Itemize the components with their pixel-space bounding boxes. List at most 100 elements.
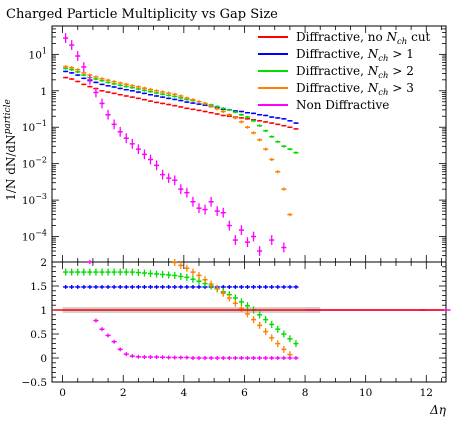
data-point: [69, 72, 75, 74]
ratio-series-diffractive-n-ch-1: [63, 284, 299, 289]
x-tick-label: 2: [120, 387, 127, 399]
data-point: [111, 92, 117, 95]
ratio-data-point: [196, 271, 202, 279]
legend-entry: Diffractive, no Nch cut: [258, 30, 431, 47]
ratio-data-point: [178, 261, 184, 269]
data-point: [208, 196, 214, 207]
data-point: [196, 203, 202, 214]
data-point: [251, 131, 257, 135]
ratio-data-point: [190, 268, 196, 276]
data-point: [226, 108, 232, 112]
ratio-data-point: [184, 273, 190, 281]
data-point: [220, 114, 226, 117]
data-point: [184, 101, 190, 103]
data-point: [178, 106, 184, 108]
ratio-data-point: [190, 284, 196, 289]
series-diffractive-n-ch-2: [63, 67, 299, 154]
data-point: [244, 237, 251, 248]
x-tick-label: 0: [59, 387, 66, 399]
data-point: [160, 169, 166, 180]
data-point: [117, 87, 123, 90]
data-point: [147, 154, 154, 165]
chart-title: Charged Particle Multiplicity vs Gap Siz…: [6, 7, 278, 22]
data-point: [160, 90, 166, 94]
ratio-data-point: [141, 269, 147, 277]
ratio-data-point: [263, 316, 269, 324]
ratio-data-point: [287, 356, 293, 360]
ratio-data-point: [269, 356, 275, 360]
data-point: [81, 62, 87, 72]
data-point: [257, 113, 263, 116]
legend-label: Diffractive, Nch > 3: [296, 81, 414, 98]
ratio-data-point: [232, 356, 238, 360]
data-point: [141, 86, 147, 90]
ratio-data-point: [281, 356, 287, 360]
ratio-data-point: [220, 289, 226, 297]
ratio-data-point: [196, 284, 202, 289]
data-point: [123, 95, 129, 97]
data-point: [263, 121, 269, 123]
data-point: [135, 97, 141, 100]
data-point: [147, 93, 154, 96]
ratio-data-point: [263, 356, 269, 360]
ratio-data-point: [184, 284, 190, 289]
data-point: [105, 78, 111, 82]
ratio-data-point: [190, 356, 196, 360]
data-point: [232, 235, 238, 245]
data-point: [214, 113, 220, 115]
ratio-y-tick-label: 1.5: [30, 281, 47, 293]
ratio-data-point: [111, 284, 117, 289]
ratio-y-tick-label: 2: [40, 257, 47, 269]
data-point: [166, 173, 172, 184]
data-point: [129, 96, 135, 98]
data-point: [281, 187, 287, 191]
data-point: [147, 100, 154, 102]
y-tick-label: 10−3: [22, 192, 47, 207]
data-point: [251, 112, 257, 115]
ratio-data-point: [275, 356, 281, 360]
data-point: [172, 98, 178, 101]
legend-label: Non Diffractive: [296, 98, 389, 112]
data-point: [281, 118, 287, 120]
data-point: [93, 87, 99, 98]
data-point: [172, 92, 178, 96]
ratio-data-point: [172, 271, 178, 279]
data-point: [208, 111, 214, 114]
data-point: [196, 109, 202, 112]
y-tick-label: 101: [29, 46, 47, 61]
ratio-data-point: [269, 284, 275, 289]
ratio-y-tick-label: 0.5: [30, 329, 47, 341]
ratio-data-point: [232, 299, 238, 307]
data-point: [281, 145, 287, 148]
x-tick-label: 10: [359, 387, 372, 399]
data-point: [220, 109, 226, 114]
ratio-data-point: [202, 356, 208, 360]
data-point: [69, 40, 75, 50]
legend-label: Diffractive, Nch > 1: [296, 47, 414, 64]
data-point: [93, 75, 99, 79]
data-point: [196, 103, 202, 105]
ratio-data-point: [147, 355, 154, 360]
data-point: [166, 91, 172, 95]
data-point: [160, 102, 166, 105]
data-point: [269, 122, 275, 124]
data-point: [172, 175, 178, 186]
ratio-plot-panel: −0.5 0 0.5 1 1.5 2: [22, 257, 451, 389]
data-point: [123, 133, 129, 144]
data-point: [141, 149, 147, 160]
ratio-data-point: [172, 355, 178, 360]
data-point: [214, 206, 220, 216]
data-point: [129, 138, 135, 149]
ratio-data-point: [81, 268, 87, 276]
ratio-data-point: [111, 339, 117, 344]
ratio-series-diffractive-n-ch-3: [172, 258, 293, 359]
ratio-data-point: [75, 284, 81, 289]
ratio-data-point: [135, 354, 141, 359]
ratio-data-point: [281, 345, 287, 353]
ratio-data-point: [117, 347, 123, 352]
data-point: [105, 85, 111, 87]
ratio-data-point: [281, 284, 287, 289]
data-point: [251, 231, 257, 242]
